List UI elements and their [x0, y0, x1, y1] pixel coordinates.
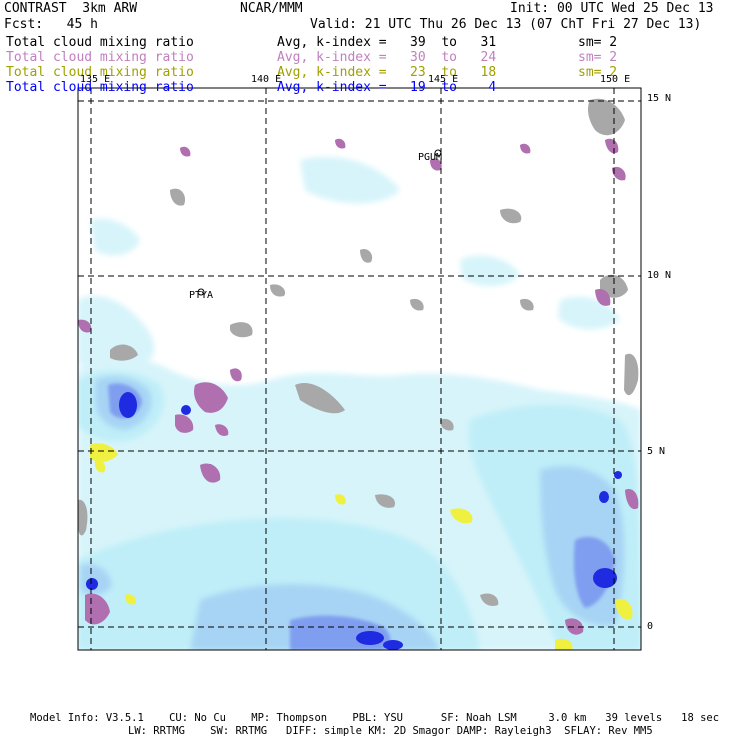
lon-label-145e: 145 E [428, 74, 459, 85]
center-title: NCAR/MMM [240, 1, 303, 16]
lat-label-0: 0 [647, 621, 654, 632]
footer-physics-info: LW: RRTMG SW: RRTMG DIFF: simple KM: 2D … [128, 725, 653, 737]
field-name-2: Total cloud mixing ratio [6, 50, 194, 65]
station-label-pgum: PGUM [418, 152, 443, 163]
station-marker-pgum [434, 149, 442, 157]
station-markers [197, 149, 442, 296]
lat-label-10n: 10 N [647, 270, 672, 281]
station-marker-ptya [197, 288, 205, 296]
lat-label-15n: 15 N [647, 93, 672, 104]
cloud-fields [78, 98, 641, 650]
field-stat-1: Avg, k-index = 39 to 31 [277, 35, 497, 50]
cloud-dark-blue [86, 392, 622, 650]
field-sm-3: sm= 2 [578, 65, 618, 80]
field-sm-1: sm= 2 [578, 35, 618, 50]
graticule [78, 88, 641, 650]
field-stat-3: Avg, k-index = 23 to 18 [277, 65, 497, 80]
forecast-hour: Fcst: 45 h [4, 17, 98, 32]
plot-frame [77, 87, 642, 651]
footer-model-info: Model Info: V3.5.1 CU: No Cu MP: Thompso… [30, 712, 720, 724]
cloud-gray [78, 98, 639, 606]
cloud-yellow [90, 443, 633, 650]
model-title: CONTRAST 3km ARW [4, 1, 138, 16]
station-label-ptya: PTYA [189, 290, 214, 301]
field-name-4: Total cloud mixing ratio [6, 80, 194, 95]
field-name-1: Total cloud mixing ratio [6, 35, 194, 50]
lat-label-5n: 5 N [647, 446, 666, 457]
field-stat-4: Avg, k-index = 19 to 4 [277, 80, 497, 95]
cloud-medium-blue [108, 383, 615, 650]
init-time: Init: 00 UTC Wed 25 Dec 13 [510, 1, 714, 16]
cloud-orchid [78, 138, 639, 635]
lon-label-135e: 135 E [80, 74, 111, 85]
lon-label-140e: 140 E [251, 74, 282, 85]
valid-time: Valid: 21 UTC Thu 26 Dec 13 (07 ChT Fri … [310, 17, 702, 32]
lon-label-150e: 150 E [600, 74, 631, 85]
field-stat-2: Avg, k-index = 30 to 24 [277, 50, 497, 65]
field-sm-2: sm= 2 [578, 50, 618, 65]
field-name-3: Total cloud mixing ratio [6, 65, 194, 80]
